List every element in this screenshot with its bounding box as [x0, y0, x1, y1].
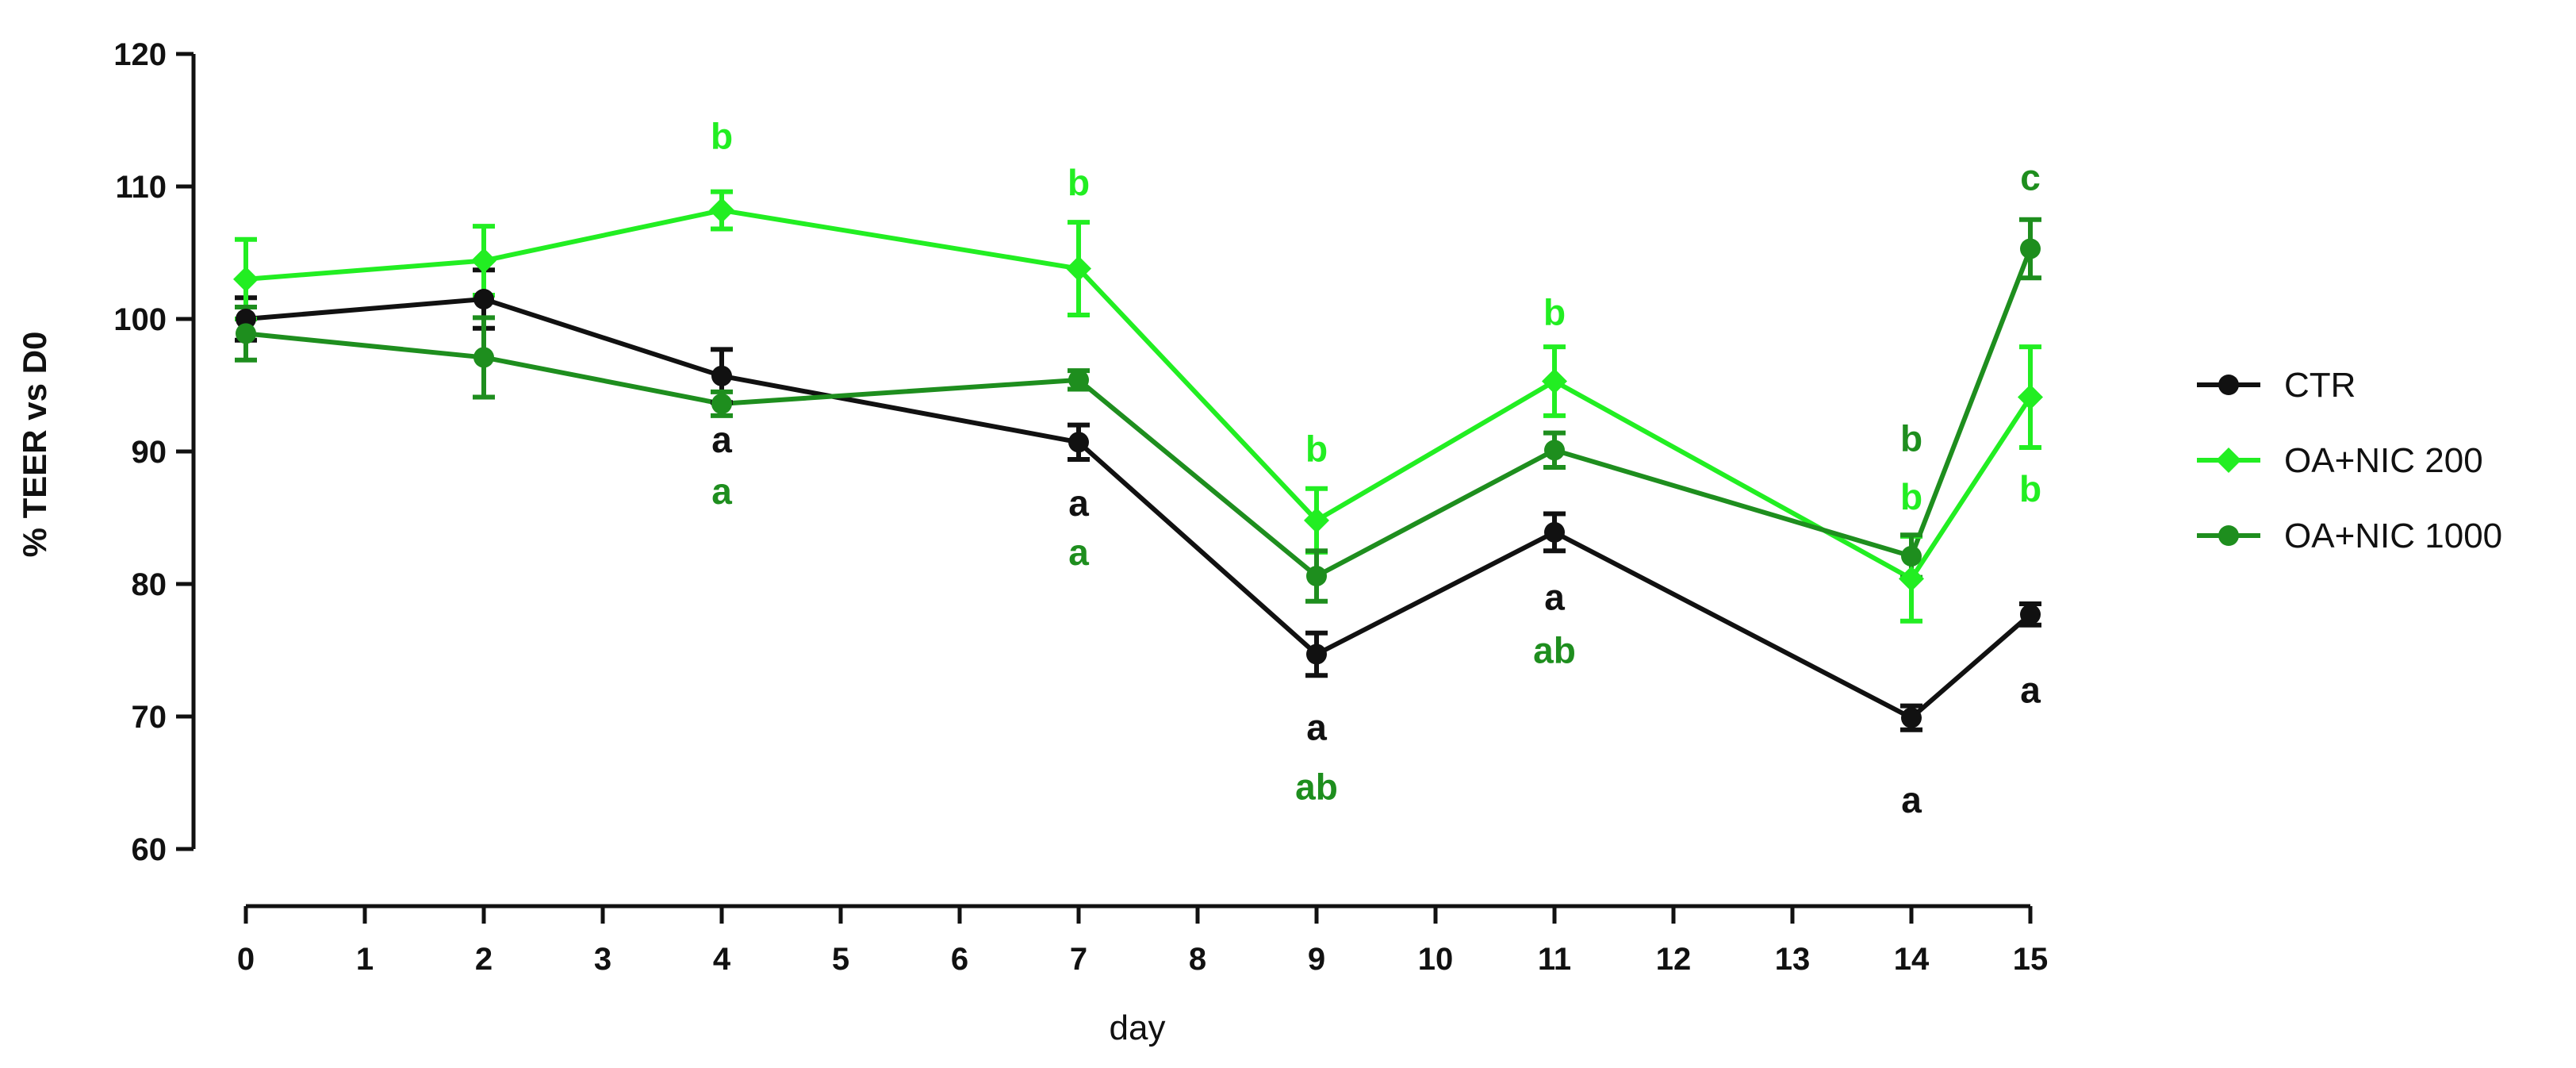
legend-marker-ctr	[2218, 375, 2239, 395]
sig-letter-ctr-day-15: a	[2020, 670, 2041, 711]
legend-marker-oa-nic-1000	[2218, 525, 2239, 546]
x-tick-label-12: 12	[1656, 942, 1692, 977]
sig-letter-ctr-day-4: a	[711, 419, 732, 460]
sig-letter-oa-nic-1000-day-7: a	[1068, 532, 1089, 573]
sig-letter-ctr-day-7: a	[1068, 482, 1089, 524]
y-axis-title: % TEER vs D0	[16, 332, 53, 558]
line-oa-nic-1000	[245, 248, 2033, 578]
y-tick-label-120: 120	[113, 37, 167, 72]
point-ctr-day-0	[236, 309, 256, 329]
line-ctr	[245, 296, 2032, 720]
sig-letter-oa-nic-200-day-15: b	[2019, 468, 2041, 509]
y-tick-label-110: 110	[115, 170, 167, 205]
series-lines	[245, 208, 2033, 720]
x-tick-label-3: 3	[594, 942, 611, 977]
point-oa-nic-200-day-14	[1899, 566, 1924, 592]
sig-letter-oa-nic-1000-day-14: b	[1900, 417, 1922, 459]
sig-letter-oa-nic-1000-day-15: c	[2020, 156, 2041, 198]
sig-letter-oa-nic-200-day-11: b	[1543, 292, 1566, 333]
x-tick-label-0: 0	[237, 942, 255, 977]
point-oa-nic-1000-day-0	[236, 323, 256, 344]
x-axis-title: day	[1110, 1008, 1166, 1047]
sig-letter-ctr-day-14: a	[1901, 779, 1922, 820]
x-tick-label-7: 7	[1070, 942, 1087, 977]
x-tick-label-10: 10	[1418, 942, 1454, 977]
x-axis: 0 1 2 3 4 5 6 7 8 9 10 11 12 13 14 15	[237, 904, 2049, 977]
point-oa-nic-200-day-2	[471, 248, 496, 274]
error-bars	[235, 189, 2041, 732]
x-tick-label-4: 4	[713, 942, 731, 977]
legend-marker-oa-nic-200	[2216, 448, 2241, 473]
data-markers	[233, 198, 2043, 728]
point-ctr-day-15	[2020, 604, 2041, 625]
y-tick-label-90: 90	[132, 435, 167, 470]
x-tick-label-13: 13	[1775, 942, 1811, 977]
sig-letter-oa-nic-1000-day-11: ab	[1533, 630, 1576, 671]
legend: CTR OA+NIC 200 OA+NIC 1000	[2197, 366, 2502, 555]
line-oa-nic-200	[245, 208, 2033, 582]
y-tick-label-70: 70	[132, 700, 167, 735]
legend-label-oa-nic-200: OA+NIC 200	[2284, 441, 2483, 480]
sig-letter-ctr-day-9: a	[1306, 706, 1327, 747]
point-ctr-day-9	[1306, 643, 1327, 665]
point-oa-nic-1000-day-7	[1068, 369, 1089, 390]
x-tick-label-2: 2	[475, 942, 493, 977]
sig-letter-oa-nic-1000-day-4: a	[711, 471, 732, 512]
x-tick-label-11: 11	[1538, 942, 1571, 977]
point-oa-nic-1000-day-2	[473, 347, 494, 368]
sig-letter-oa-nic-200-day-4: b	[711, 116, 733, 157]
point-oa-nic-1000-day-4	[711, 393, 732, 414]
legend-label-oa-nic-1000: OA+NIC 1000	[2284, 517, 2502, 555]
sig-letter-oa-nic-200-day-7: b	[1068, 162, 1090, 203]
x-tick-label-6: 6	[951, 942, 968, 977]
legend-entry-oa-nic-1000: OA+NIC 1000	[2197, 517, 2502, 555]
point-oa-nic-200-day-9	[1304, 507, 1329, 533]
point-ctr-day-11	[1544, 521, 1565, 543]
point-ctr-day-7	[1068, 432, 1089, 453]
y-tick-label-80: 80	[132, 567, 167, 602]
x-tick-label-8: 8	[1189, 942, 1206, 977]
sig-letter-oa-nic-200-day-14: b	[1900, 476, 1922, 517]
sig-letter-oa-nic-200-day-9: b	[1305, 428, 1328, 470]
point-oa-nic-200-day-4	[709, 198, 734, 224]
x-tick-label-14: 14	[1894, 942, 1930, 977]
point-oa-nic-200-day-11	[1542, 368, 1567, 394]
x-tick-label-15: 15	[2013, 942, 2049, 977]
sig-letter-oa-nic-1000-day-9: ab	[1295, 766, 1338, 808]
x-tick-label-9: 9	[1308, 942, 1325, 977]
legend-label-ctr: CTR	[2284, 366, 2356, 405]
point-oa-nic-1000-day-11	[1544, 440, 1565, 461]
point-oa-nic-1000-day-9	[1306, 565, 1327, 586]
point-oa-nic-1000-day-15	[2020, 238, 2041, 259]
x-tick-label-1: 1	[356, 942, 374, 977]
point-oa-nic-200-day-15	[2018, 384, 2043, 410]
x-tick-label-5: 5	[832, 942, 849, 977]
point-ctr-day-4	[711, 365, 732, 386]
point-ctr-day-14	[1901, 707, 1922, 728]
point-oa-nic-200-day-0	[233, 266, 259, 292]
point-ctr-day-2	[473, 288, 494, 309]
point-oa-nic-1000-day-14	[1901, 545, 1922, 567]
y-axis: 60 70 80 90 100 110 120	[113, 37, 196, 867]
legend-entry-ctr: CTR	[2197, 366, 2356, 405]
y-tick-label-60: 60	[132, 832, 167, 867]
y-tick-label-100: 100	[113, 302, 167, 337]
legend-entry-oa-nic-200: OA+NIC 200	[2197, 441, 2483, 480]
point-oa-nic-200-day-7	[1066, 255, 1091, 282]
sig-letter-ctr-day-11: a	[1544, 577, 1565, 618]
